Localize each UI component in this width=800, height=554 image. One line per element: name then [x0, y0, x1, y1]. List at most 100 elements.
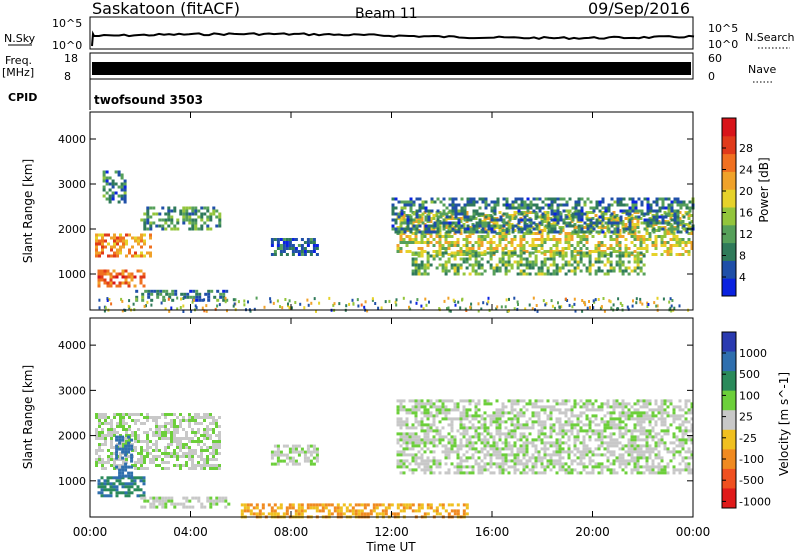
velocity-cell [636, 447, 640, 451]
power-cell [652, 218, 656, 222]
velocity-cell [579, 426, 583, 430]
velocity-cell [627, 402, 631, 406]
power-cell [675, 244, 679, 247]
power-speck [656, 304, 659, 308]
velocity-cell [552, 405, 556, 409]
power-cell [636, 238, 640, 241]
power-cell [472, 215, 476, 219]
power-cell [300, 250, 304, 253]
velocity-cell [486, 450, 490, 454]
power-cell [598, 209, 602, 213]
velocity-cell [612, 408, 616, 412]
power-cell [200, 212, 204, 216]
velocity-cell [594, 408, 598, 412]
velocity-cell [489, 453, 493, 457]
power-cell [406, 221, 410, 225]
power-cell [550, 200, 554, 204]
power-cell [182, 218, 186, 222]
velocity-cell [351, 506, 355, 510]
power-cell [517, 221, 521, 225]
power-cell [147, 292, 151, 296]
velocity-cell [570, 426, 574, 430]
power-cell [435, 254, 439, 258]
power-cell [185, 212, 189, 216]
velocity-cell [128, 413, 131, 416]
velocity-cell [209, 413, 212, 416]
power-cell [639, 260, 643, 264]
velocity-cell [660, 471, 664, 475]
power-cell [279, 244, 283, 247]
velocity-cell [537, 459, 541, 463]
velocity-cell [582, 429, 586, 433]
power-cell [556, 218, 560, 222]
power-cell [621, 254, 625, 258]
power-cell [457, 227, 461, 231]
velocity-cell [116, 464, 119, 467]
velocity-cell [426, 402, 430, 406]
power-cell [444, 269, 448, 273]
power-cell [200, 224, 204, 228]
velocity-cell [447, 417, 451, 421]
velocity-cell [429, 450, 433, 454]
power-cell [122, 239, 125, 243]
velocity-cell [654, 408, 658, 412]
velocity-cell [101, 413, 104, 416]
velocity-cell [555, 462, 559, 466]
power-speck [424, 297, 427, 301]
velocity-cell [600, 444, 604, 448]
velocity-cell [474, 417, 478, 421]
velocity-cell [474, 411, 478, 415]
power-cell [652, 215, 656, 219]
power-speck [573, 297, 576, 301]
power-cell [411, 272, 415, 276]
velocity-cell [606, 441, 610, 445]
velocity-cell [525, 426, 529, 430]
velocity-cell [681, 429, 685, 433]
velocity-cell [417, 399, 421, 403]
power-cell [496, 224, 500, 228]
velocity-cell [492, 444, 496, 448]
velocity-cell [540, 438, 544, 442]
velocity-cell [101, 449, 104, 452]
power-cell [218, 215, 222, 219]
velocity-cell [206, 434, 209, 437]
velocity-cell [447, 423, 451, 427]
power-cell [472, 209, 476, 213]
velocity-cell [396, 432, 400, 436]
velocity-cell [119, 455, 122, 458]
power-cell [516, 263, 520, 267]
velocity-cell [585, 423, 589, 427]
power-cell [142, 272, 146, 276]
power-cell [457, 218, 461, 222]
velocity-cell [522, 411, 526, 415]
velocity-cell [182, 452, 185, 455]
power-speck [550, 299, 553, 303]
velocity-cell [173, 419, 176, 422]
velocity-cell [435, 399, 439, 403]
velocity-cell [146, 452, 149, 455]
velocity-cell [633, 426, 637, 430]
velocity-cell [396, 423, 400, 427]
power-speck [371, 297, 374, 301]
power-cell [451, 209, 455, 213]
power-cell [511, 224, 515, 228]
velocity-cell [221, 496, 225, 500]
velocity-cell [510, 447, 514, 451]
velocity-cell [119, 446, 122, 449]
power-cell [489, 251, 493, 255]
power-cell [150, 292, 154, 296]
power-cell [197, 227, 201, 231]
power-cell [487, 227, 491, 231]
power-cell [411, 238, 415, 241]
power-cell [109, 281, 113, 285]
velocity-cell [537, 438, 541, 442]
velocity-cell [567, 423, 571, 427]
power-cell [651, 241, 655, 244]
power-cell [592, 206, 596, 210]
velocity-cell [315, 509, 319, 513]
power-cell [690, 247, 694, 250]
velocity-cell [471, 447, 475, 451]
velocity-cell [531, 444, 535, 448]
power-cell [197, 215, 201, 219]
velocity-cell [642, 417, 646, 421]
